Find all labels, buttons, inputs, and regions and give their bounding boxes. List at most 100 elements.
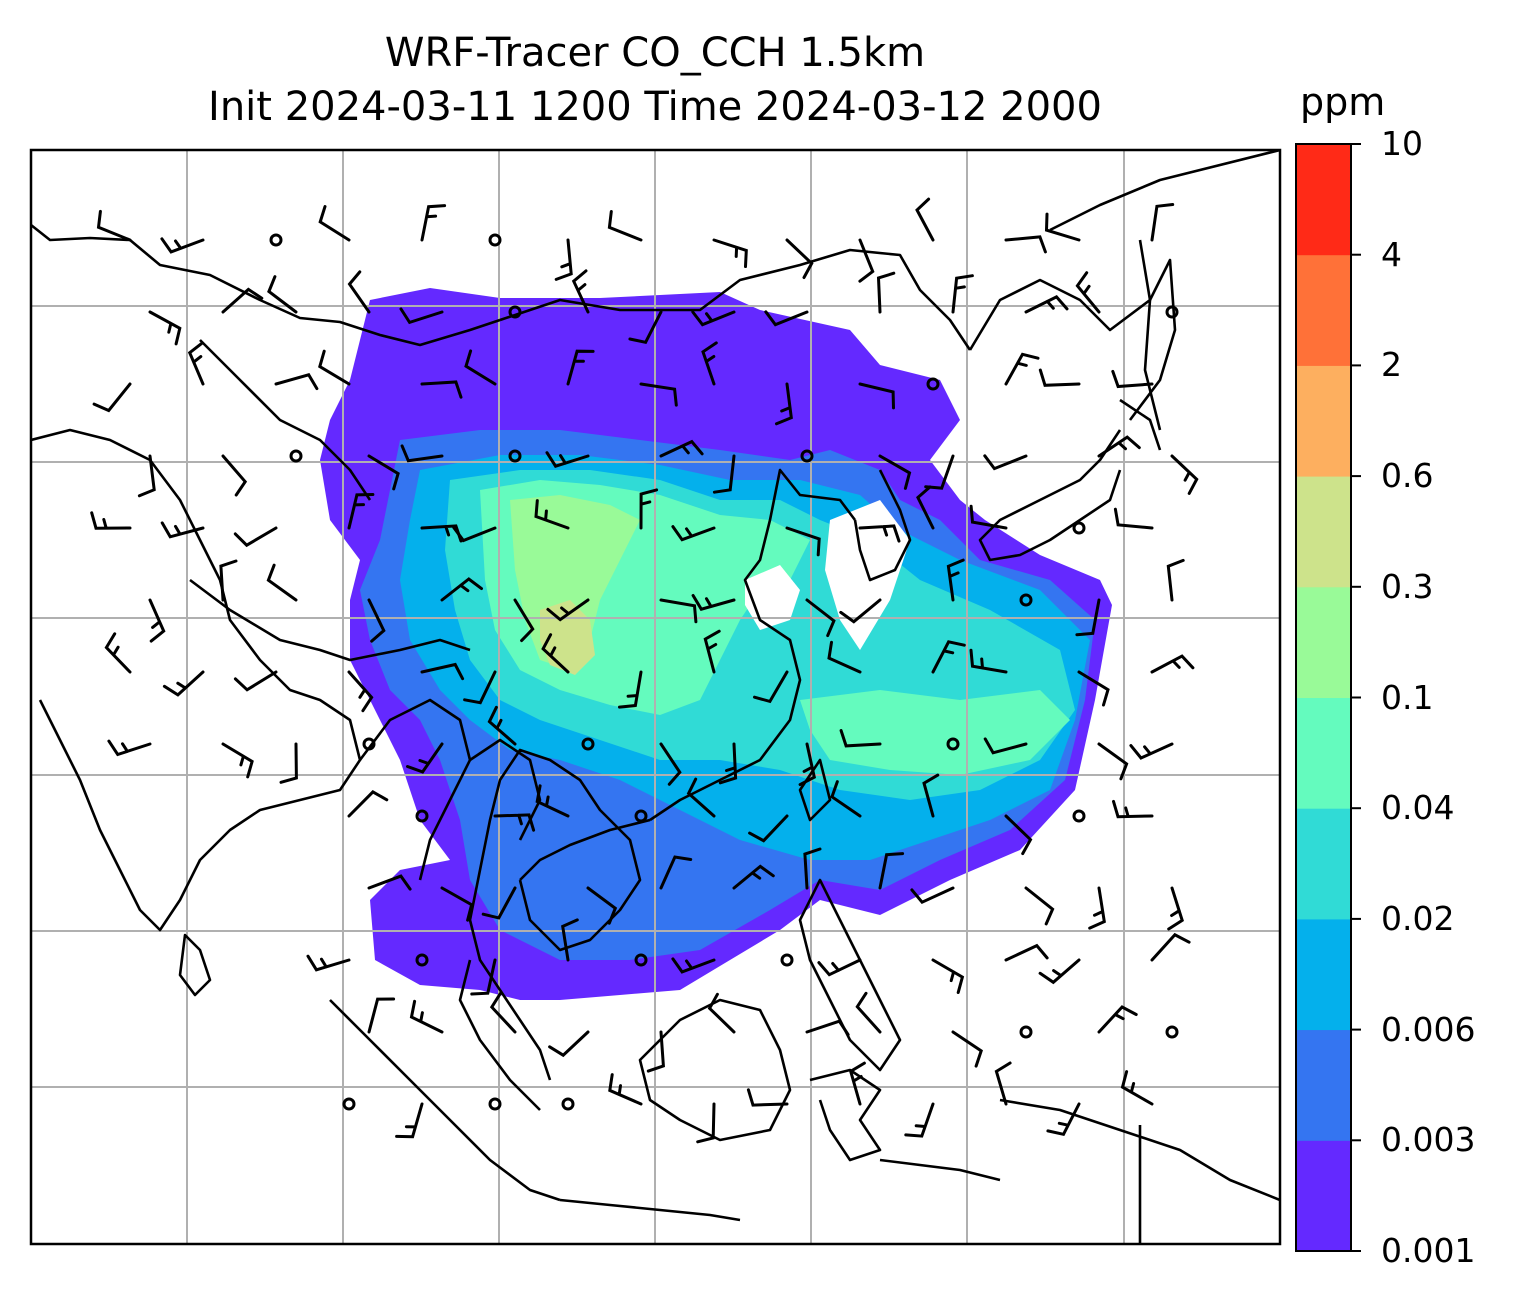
wind-barb <box>1046 1102 1081 1137</box>
colorbar-segment <box>1296 476 1351 588</box>
wind-barb <box>703 629 721 674</box>
wind-barb <box>1038 958 1081 985</box>
wind-barb <box>1075 598 1101 637</box>
wind-barb <box>659 855 693 890</box>
wind-barb <box>571 269 590 314</box>
wind-barb <box>493 813 536 832</box>
wind-barb <box>279 742 298 784</box>
wind-barb <box>541 633 570 674</box>
calm-wind-marker <box>561 1097 575 1111</box>
wind-barb <box>96 209 132 242</box>
wind-barb <box>775 382 793 426</box>
wind-barb <box>586 886 618 925</box>
wind-barb <box>785 238 814 279</box>
coast-okhotsk <box>968 258 1177 421</box>
gridlines <box>31 150 1280 1244</box>
wind-barb <box>221 454 248 497</box>
wind-barb <box>798 742 817 787</box>
wind-barb <box>160 237 205 254</box>
calm-wind-marker <box>488 233 502 247</box>
wind-barb <box>951 274 974 314</box>
wind-barb <box>910 886 955 905</box>
wind-barb <box>1088 886 1106 930</box>
wind-barb <box>855 991 882 1034</box>
wind-barb <box>221 287 264 314</box>
calm-wind-marker <box>1019 593 1033 607</box>
calm-wind-marker <box>269 233 283 247</box>
wind-barb <box>827 640 862 674</box>
wind-barb <box>712 454 736 494</box>
calm-wind-marker <box>780 953 794 967</box>
calm-wind-marker <box>634 953 648 967</box>
wind-barb <box>347 493 375 530</box>
calm-wind-marker <box>415 809 429 823</box>
wind-barb <box>696 1102 716 1144</box>
colorbar-tick-label: 0.3 <box>1381 566 1434 606</box>
calm-wind-marker <box>488 1097 502 1111</box>
wind-barb <box>1004 235 1047 254</box>
colorbar-tick-label: 0.003 <box>1381 1120 1476 1160</box>
coastlines <box>31 150 1280 1244</box>
border-myanmar <box>358 698 472 881</box>
wind-barb <box>554 238 573 281</box>
wind-barb <box>347 670 374 713</box>
coast-sulawesi <box>809 1068 882 1162</box>
wind-barb <box>162 670 205 697</box>
colorbar-segment <box>1296 254 1351 366</box>
wind-barb <box>545 451 590 468</box>
wind-barb <box>858 238 875 283</box>
wind-barb <box>104 632 132 674</box>
colorbar-segment <box>1296 808 1351 920</box>
colorbar-tick-label: 0.6 <box>1381 456 1434 496</box>
map-frame <box>29 148 1282 1246</box>
calm-wind-marker <box>289 449 303 463</box>
wind-barb <box>691 310 736 327</box>
wind-barb <box>876 271 896 314</box>
border-laos <box>469 738 542 841</box>
wind-barb <box>639 382 678 407</box>
wind-barb <box>92 382 132 413</box>
wind-barb <box>566 349 595 386</box>
calm-wind-marker <box>1165 1025 1179 1039</box>
wind-barb <box>487 705 517 746</box>
wind-barb <box>1004 352 1040 386</box>
wind-barb <box>946 558 965 602</box>
wind-barb <box>1097 742 1129 781</box>
wind-barb <box>701 341 718 386</box>
wind-barb <box>753 670 789 704</box>
coast-philippines <box>798 878 902 1072</box>
coast-indochina <box>468 748 642 1081</box>
wind-barb <box>858 382 895 410</box>
wind-barb <box>107 739 152 757</box>
wind-barb <box>481 886 517 920</box>
colorbar-tick-label: 0.02 <box>1381 898 1455 938</box>
colorbar-segment <box>1296 586 1351 698</box>
colorbar-tick-label: 0.001 <box>1381 1231 1476 1270</box>
wind-barb <box>470 958 497 996</box>
wind-barb <box>1044 212 1081 242</box>
wind-barb <box>1004 943 1049 962</box>
wind-barb <box>916 485 935 530</box>
wind-barb <box>805 598 836 638</box>
colorbar-unit-label: ppm <box>1300 80 1386 124</box>
wind-barb <box>915 197 935 242</box>
wind-barb <box>969 504 1008 530</box>
wind-barb <box>347 790 389 818</box>
calm-wind-marker <box>342 1097 356 1111</box>
wind-barb <box>732 864 775 890</box>
wind-barb <box>548 1030 590 1058</box>
wind-barb <box>803 847 822 890</box>
coast-japan <box>978 429 1122 562</box>
calm-wind-marker <box>1165 305 1179 319</box>
wind-barb <box>513 598 535 643</box>
wind-barb <box>187 341 205 386</box>
wind-barb <box>318 205 351 242</box>
wind-barb <box>464 349 497 386</box>
wind-barb <box>535 784 570 818</box>
calm-wind-marker <box>1072 521 1086 535</box>
wind-barb <box>306 954 351 972</box>
colorbar-tick-label: 0.1 <box>1381 677 1434 717</box>
wind-barb <box>994 1061 1012 1106</box>
wind-barb <box>420 662 465 681</box>
calm-wind-marker <box>1019 1025 1033 1039</box>
